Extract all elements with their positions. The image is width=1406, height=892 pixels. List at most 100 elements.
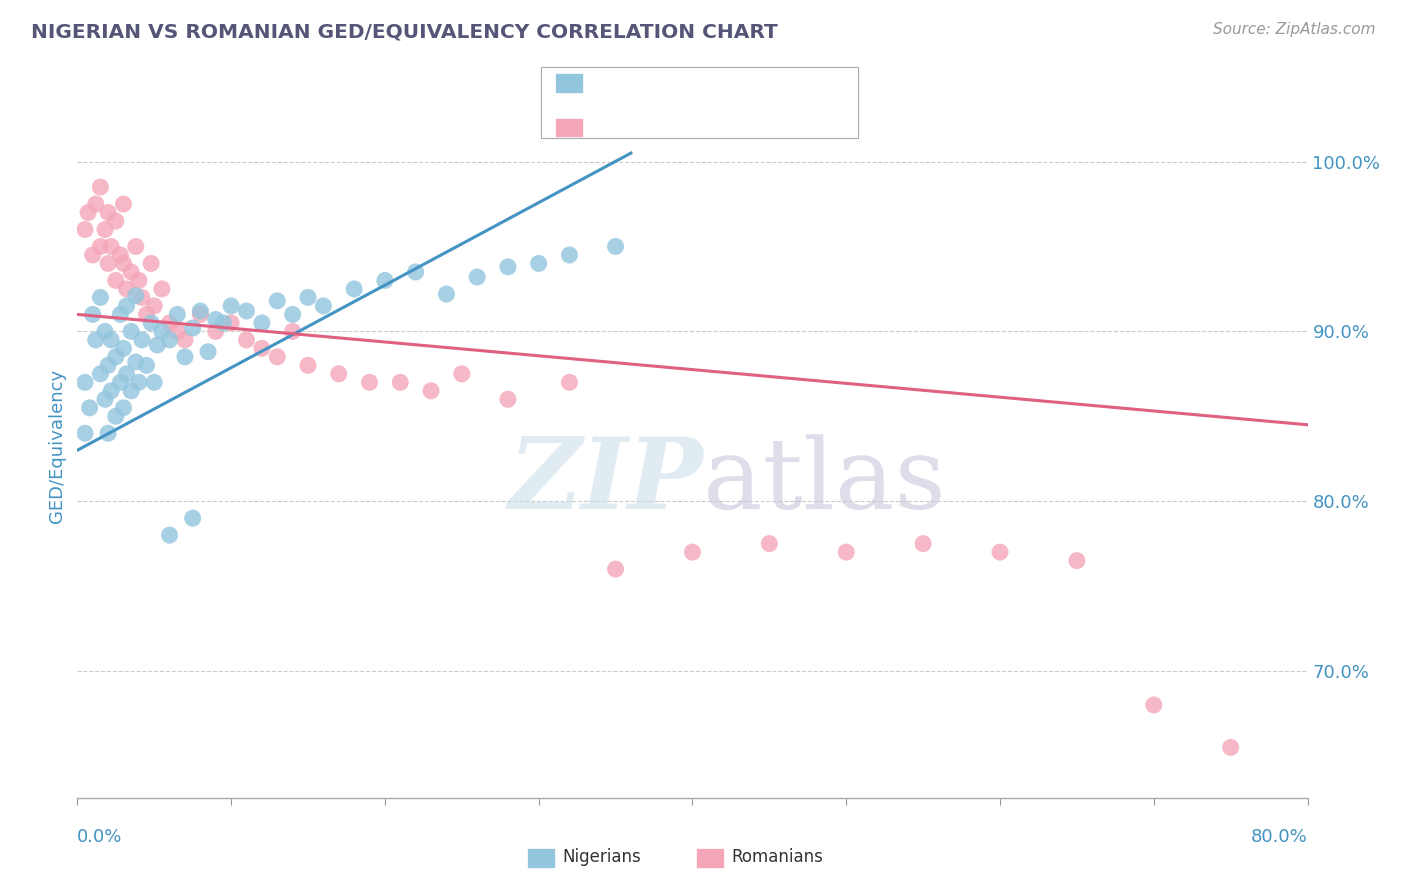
Point: [1219, 740, 1241, 755]
Point: [112, 256, 135, 270]
Point: [128, 376, 150, 390]
Point: [174, 333, 197, 347]
Point: [204, 325, 226, 339]
Point: [166, 307, 188, 321]
Point: [82, 307, 104, 321]
Point: [97, 205, 120, 219]
Text: R = -0.088   N = 51: R = -0.088 N = 51: [592, 118, 792, 137]
Point: [97, 359, 120, 373]
Point: [110, 248, 132, 262]
Point: [143, 376, 166, 390]
Text: R =  0.450   N = 58: R = 0.450 N = 58: [592, 73, 790, 93]
Point: [115, 367, 138, 381]
Point: [682, 545, 704, 559]
Point: [150, 325, 173, 339]
Point: [297, 290, 319, 304]
Point: [104, 214, 127, 228]
Point: [465, 270, 488, 285]
Point: [143, 299, 166, 313]
Point: [1066, 553, 1088, 567]
Point: [988, 545, 1011, 559]
Point: [359, 376, 381, 390]
Point: [100, 239, 122, 253]
Point: [250, 342, 273, 356]
Point: [82, 248, 104, 262]
Text: atlas: atlas: [703, 434, 946, 530]
Point: [212, 316, 235, 330]
Point: [150, 282, 173, 296]
Point: [110, 376, 132, 390]
Point: [436, 287, 458, 301]
Point: [389, 376, 412, 390]
Point: [1143, 698, 1166, 712]
Point: [297, 359, 319, 373]
Text: Source: ZipAtlas.com: Source: ZipAtlas.com: [1212, 22, 1375, 37]
Point: [73, 222, 96, 236]
Point: [120, 384, 142, 398]
Point: [115, 299, 138, 313]
Point: [197, 344, 219, 359]
Point: [266, 350, 288, 364]
Point: [204, 312, 226, 326]
Point: [235, 304, 257, 318]
Point: [120, 265, 142, 279]
Point: [94, 325, 117, 339]
Point: [94, 222, 117, 236]
Point: [100, 333, 122, 347]
Text: ZIP: ZIP: [508, 434, 703, 530]
Point: [89, 290, 111, 304]
Text: Nigerians: Nigerians: [562, 848, 641, 866]
Point: [97, 256, 120, 270]
Point: [496, 260, 519, 274]
Point: [110, 307, 132, 321]
Point: [420, 384, 443, 398]
Point: [250, 316, 273, 330]
Point: [128, 273, 150, 287]
Point: [104, 273, 127, 287]
Point: [112, 342, 135, 356]
Point: [558, 248, 581, 262]
Point: [374, 273, 396, 287]
Point: [125, 289, 148, 303]
Point: [405, 265, 427, 279]
Point: [131, 333, 153, 347]
Point: [558, 376, 581, 390]
Point: [112, 197, 135, 211]
Point: [181, 511, 204, 525]
Point: [100, 384, 122, 398]
Point: [131, 290, 153, 304]
Text: 80.0%: 80.0%: [1251, 828, 1308, 846]
Point: [112, 401, 135, 415]
Point: [219, 316, 242, 330]
Point: [281, 307, 304, 321]
Point: [328, 367, 350, 381]
Point: [188, 304, 212, 318]
Point: [159, 316, 181, 330]
Point: [73, 376, 96, 390]
Point: [104, 409, 127, 424]
Point: [84, 197, 107, 211]
Point: [89, 180, 111, 194]
Point: [135, 307, 157, 321]
Point: [89, 367, 111, 381]
Point: [166, 325, 188, 339]
Point: [281, 325, 304, 339]
Point: [79, 401, 101, 415]
Point: [835, 545, 858, 559]
Point: [125, 355, 148, 369]
Text: NIGERIAN VS ROMANIAN GED/EQUIVALENCY CORRELATION CHART: NIGERIAN VS ROMANIAN GED/EQUIVALENCY COR…: [31, 22, 778, 41]
Point: [104, 350, 127, 364]
Point: [115, 282, 138, 296]
Point: [125, 239, 148, 253]
Point: [159, 333, 181, 347]
Point: [496, 392, 519, 407]
Point: [77, 205, 100, 219]
Point: [312, 299, 335, 313]
Point: [605, 562, 627, 576]
Point: [527, 256, 550, 270]
Y-axis label: GED/Equivalency: GED/Equivalency: [48, 369, 66, 523]
Point: [120, 325, 142, 339]
Point: [84, 333, 107, 347]
Point: [94, 392, 117, 407]
Point: [219, 299, 242, 313]
